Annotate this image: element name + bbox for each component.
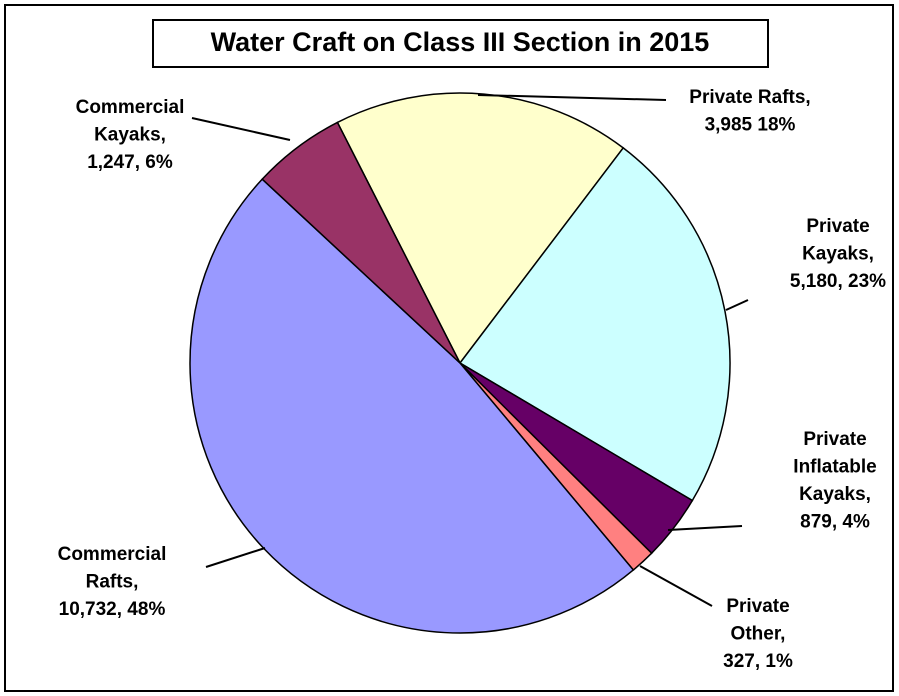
value-label: 1,247, 6% — [87, 152, 173, 173]
slice-label: Commercial — [58, 544, 167, 565]
chart-title: Water Craft on Class III Section in 2015 — [211, 27, 710, 57]
slice-label: Other, — [731, 624, 786, 645]
pie-slice — [458, 146, 731, 502]
slice-label: Private — [803, 429, 866, 450]
slice-label: Kayaks, — [94, 125, 166, 146]
value-label: 5,180, 23% — [790, 271, 886, 292]
slice-label: Inflatable — [793, 457, 876, 478]
value-label: 327, 1% — [723, 651, 793, 672]
leader-line — [191, 117, 291, 141]
pie-slice — [336, 92, 625, 365]
title-box — [152, 19, 769, 68]
slice-label: Rafts, — [86, 572, 139, 593]
slice-label: Private — [726, 596, 789, 617]
value-label: 879, 4% — [800, 512, 870, 533]
value-label: 10,732, 48% — [59, 599, 166, 620]
leader-line — [725, 299, 749, 311]
leader-line — [667, 525, 743, 531]
value-label: 3,985 18% — [705, 115, 796, 136]
leader-line — [639, 565, 713, 607]
pie-slice — [261, 121, 461, 364]
leader-line — [205, 547, 266, 568]
slice-label: Kayaks, — [799, 484, 871, 505]
slice-label: Commercial — [76, 97, 185, 118]
slice-label: Private Rafts, — [689, 87, 810, 108]
leader-line — [477, 94, 667, 101]
slice-label: Private — [806, 216, 869, 237]
slice-label: Kayaks, — [802, 244, 874, 265]
